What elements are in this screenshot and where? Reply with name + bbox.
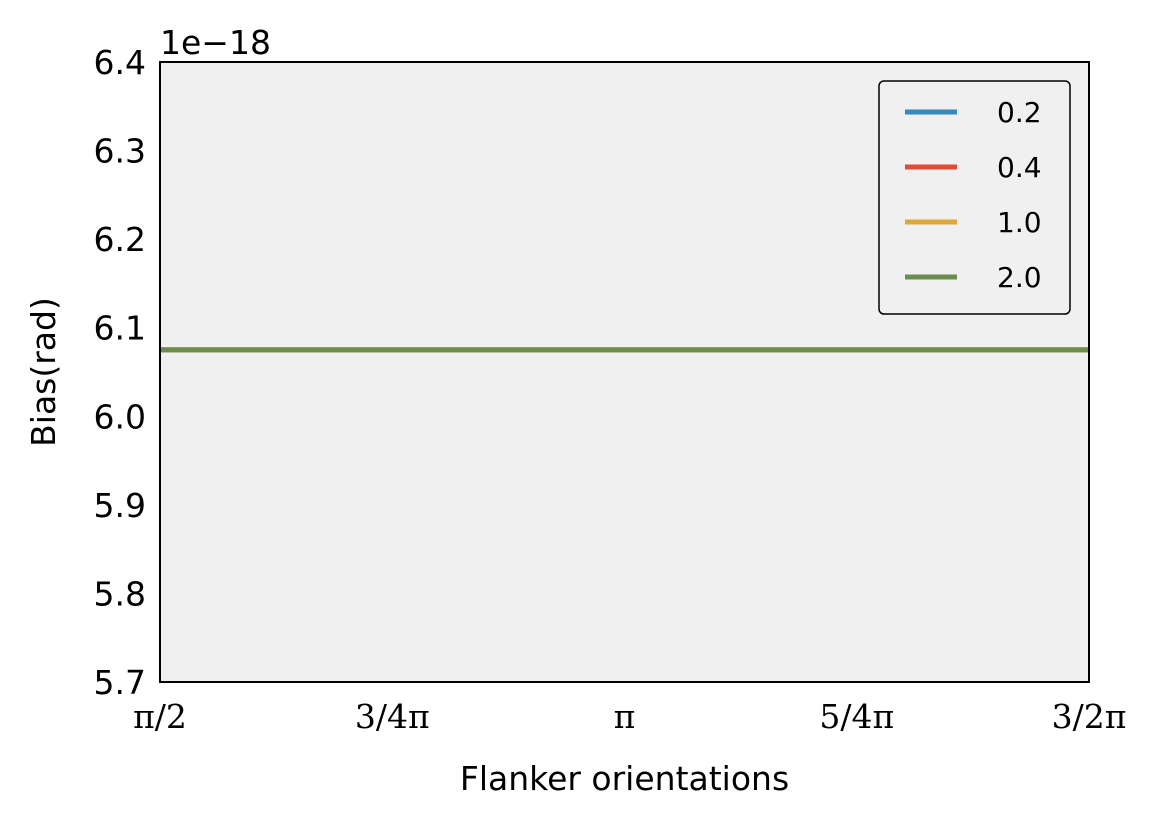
x-tick-label: π (614, 697, 636, 736)
x-tick-label: 3/4π (355, 697, 430, 736)
plot-frame (159, 61, 1090, 683)
x-axis-label: Flanker orientations (460, 759, 789, 798)
legend-label: 1.0 (997, 206, 1042, 239)
x-tick-label: 3/2π (1052, 697, 1127, 736)
x-tick-label: π/2 (133, 697, 187, 736)
y-axis: 5.7 5.8 5.9 6.0 6.1 6.2 6.3 6.4 (94, 43, 146, 702)
y-offset-label: 1e−18 (160, 23, 271, 62)
y-tick-label: 6.4 (94, 43, 146, 82)
y-tick-label: 5.8 (94, 574, 146, 613)
legend-label: 0.4 (997, 151, 1042, 184)
y-tick-label: 6.0 (94, 397, 146, 436)
y-axis-label: Bias(rad) (24, 297, 63, 447)
y-tick-label: 6.2 (94, 220, 146, 259)
x-tick-label: 5/4π (819, 697, 894, 736)
legend-label: 2.0 (997, 261, 1042, 294)
legend-label: 0.2 (997, 96, 1042, 129)
y-tick-label: 6.1 (94, 309, 146, 348)
y-tick-label: 5.9 (94, 486, 146, 525)
y-tick-label: 6.3 (94, 132, 146, 171)
x-axis: π/2 3/4π π 5/4π 3/2π (133, 697, 1126, 736)
y-tick-label: 5.7 (94, 663, 146, 702)
legend-box (878, 80, 1071, 315)
legend: 0.2 0.4 1.0 2.0 (878, 80, 1071, 315)
